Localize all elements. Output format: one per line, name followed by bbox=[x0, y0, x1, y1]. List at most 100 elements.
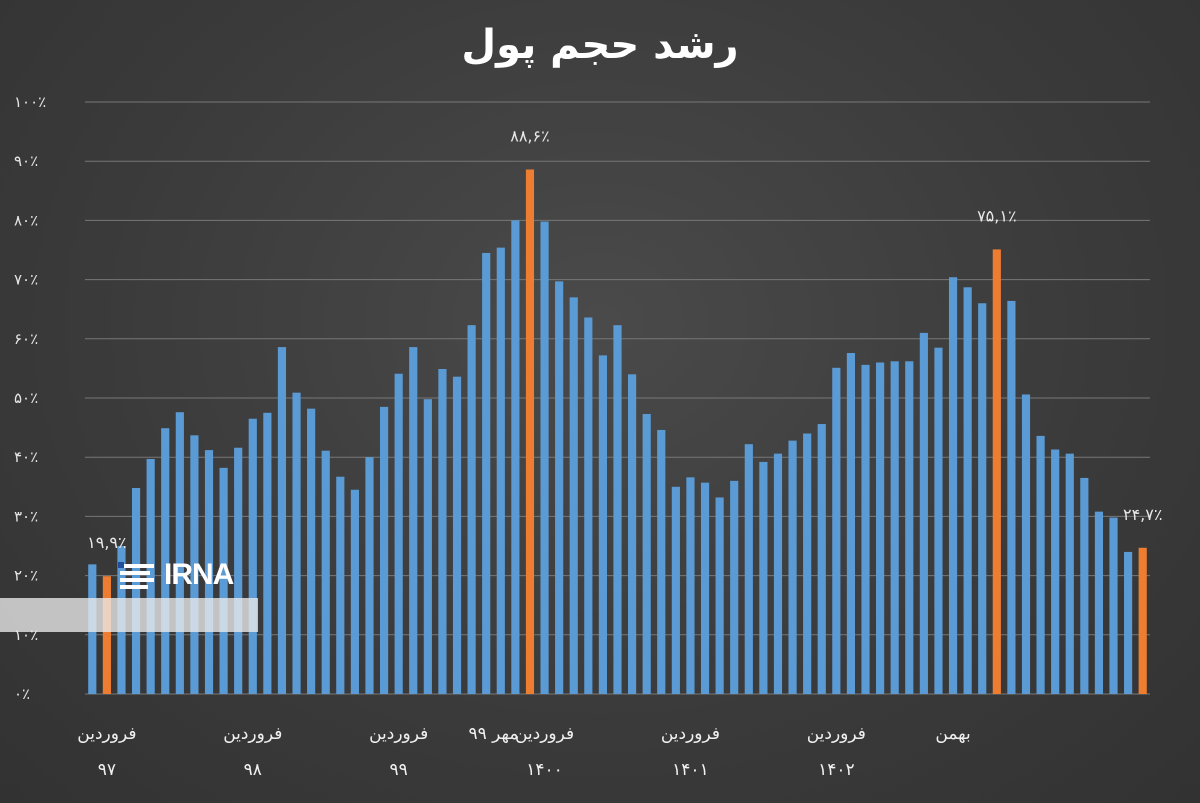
y-tick-label: ۸۰٪ bbox=[14, 211, 38, 229]
bar bbox=[175, 412, 184, 694]
bar bbox=[321, 450, 330, 694]
y-tick-label: ۹۰٪ bbox=[14, 152, 38, 170]
data-label: ۲۴,۷٪ bbox=[1123, 505, 1162, 524]
x-tick-label: فروردین bbox=[77, 724, 136, 744]
bar bbox=[773, 453, 783, 694]
y-tick-label: ۳۰٪ bbox=[14, 507, 38, 525]
y-tick-label: ۶۰٪ bbox=[14, 330, 38, 348]
bar bbox=[394, 373, 403, 694]
bar bbox=[438, 368, 447, 694]
bar bbox=[204, 450, 214, 694]
bar bbox=[525, 169, 535, 694]
bar bbox=[861, 364, 870, 694]
bar bbox=[876, 362, 885, 694]
bar bbox=[1094, 511, 1104, 694]
bar bbox=[978, 303, 987, 694]
x-tick-year: ۹۹ bbox=[390, 760, 408, 780]
bar bbox=[365, 457, 374, 694]
data-label: ۱۹,۹٪ bbox=[87, 533, 126, 552]
y-tick-label: ۱۰۰٪ bbox=[14, 93, 46, 111]
bar bbox=[730, 480, 739, 694]
bar bbox=[307, 408, 316, 694]
bar bbox=[219, 467, 228, 694]
bar bbox=[919, 332, 928, 694]
bar bbox=[131, 487, 141, 694]
bar bbox=[1080, 477, 1089, 694]
data-labels: ۱۹,۹٪ ۸۸,۶٪ ۷۵,۱٪ ۲۴,۷٪ bbox=[87, 126, 1162, 552]
bar bbox=[161, 428, 170, 694]
x-tick-label: مهر ۹۹ bbox=[468, 724, 518, 744]
bar bbox=[540, 221, 549, 695]
bar bbox=[715, 497, 724, 694]
irna-logo: IRNA bbox=[118, 555, 234, 595]
bar bbox=[642, 413, 651, 694]
y-tick-label: ۴۰٪ bbox=[14, 448, 38, 466]
y-tick-label: ۷۰٪ bbox=[14, 271, 38, 289]
bar bbox=[584, 317, 593, 694]
bar bbox=[905, 361, 914, 694]
bar bbox=[452, 376, 462, 694]
bar bbox=[671, 486, 680, 694]
x-tick-label: بهمن bbox=[935, 724, 970, 744]
bar bbox=[803, 433, 812, 694]
bar bbox=[628, 374, 637, 694]
bar bbox=[146, 458, 155, 694]
bar bbox=[482, 252, 491, 694]
bar bbox=[934, 347, 943, 694]
irna-logo-text: IRNA bbox=[164, 558, 234, 591]
bar bbox=[613, 325, 622, 694]
data-label: ۷۵,۱٪ bbox=[977, 206, 1016, 225]
bar bbox=[1065, 453, 1074, 694]
x-tick-label: فروردین bbox=[515, 724, 574, 744]
watermark-band bbox=[0, 598, 258, 632]
bar bbox=[1036, 435, 1045, 694]
x-tick-year: ۹۸ bbox=[244, 760, 262, 780]
bar bbox=[1138, 547, 1147, 694]
x-tick-label: فروردین bbox=[661, 724, 720, 744]
bar bbox=[832, 367, 841, 694]
bar bbox=[248, 418, 257, 694]
bar bbox=[992, 249, 1001, 694]
bar bbox=[598, 355, 607, 694]
bar bbox=[423, 399, 432, 694]
x-tick-label: فروردین bbox=[223, 724, 282, 744]
bar bbox=[1021, 394, 1031, 694]
irna-mark-icon bbox=[118, 562, 154, 589]
bar bbox=[292, 392, 301, 694]
bar bbox=[409, 347, 418, 694]
x-tick-year: ۹۷ bbox=[98, 760, 116, 780]
data-label: ۸۸,۶٪ bbox=[510, 126, 549, 145]
bar bbox=[744, 444, 753, 694]
bars bbox=[88, 169, 1147, 695]
x-tick-label: فروردین bbox=[369, 724, 428, 744]
bar bbox=[496, 247, 505, 694]
bar bbox=[700, 482, 710, 694]
chart-title: رشد حجم پول bbox=[461, 22, 739, 68]
bar bbox=[511, 220, 520, 694]
x-tick-year: ۱۴۰۰ bbox=[526, 760, 563, 780]
bar bbox=[963, 287, 972, 694]
bar bbox=[190, 435, 199, 694]
bar bbox=[1051, 449, 1060, 694]
bar bbox=[350, 489, 359, 694]
bar bbox=[234, 447, 243, 694]
x-tick-year: ۱۴۰۱ bbox=[672, 760, 709, 780]
bar bbox=[846, 353, 856, 694]
x-tick-year: ۱۴۰۲ bbox=[818, 760, 855, 780]
y-tick-label: ۵۰٪ bbox=[14, 389, 38, 407]
bar bbox=[890, 361, 899, 694]
bar bbox=[336, 476, 345, 694]
bar bbox=[1007, 300, 1016, 694]
bar bbox=[102, 576, 111, 694]
bar bbox=[788, 440, 797, 694]
bar bbox=[555, 281, 564, 694]
bar bbox=[263, 412, 272, 694]
bar bbox=[467, 325, 476, 694]
bar bbox=[569, 297, 578, 694]
y-tick-label: ۰٪ bbox=[14, 685, 30, 703]
bar bbox=[657, 429, 666, 694]
bar bbox=[277, 347, 287, 694]
bar bbox=[759, 461, 768, 694]
